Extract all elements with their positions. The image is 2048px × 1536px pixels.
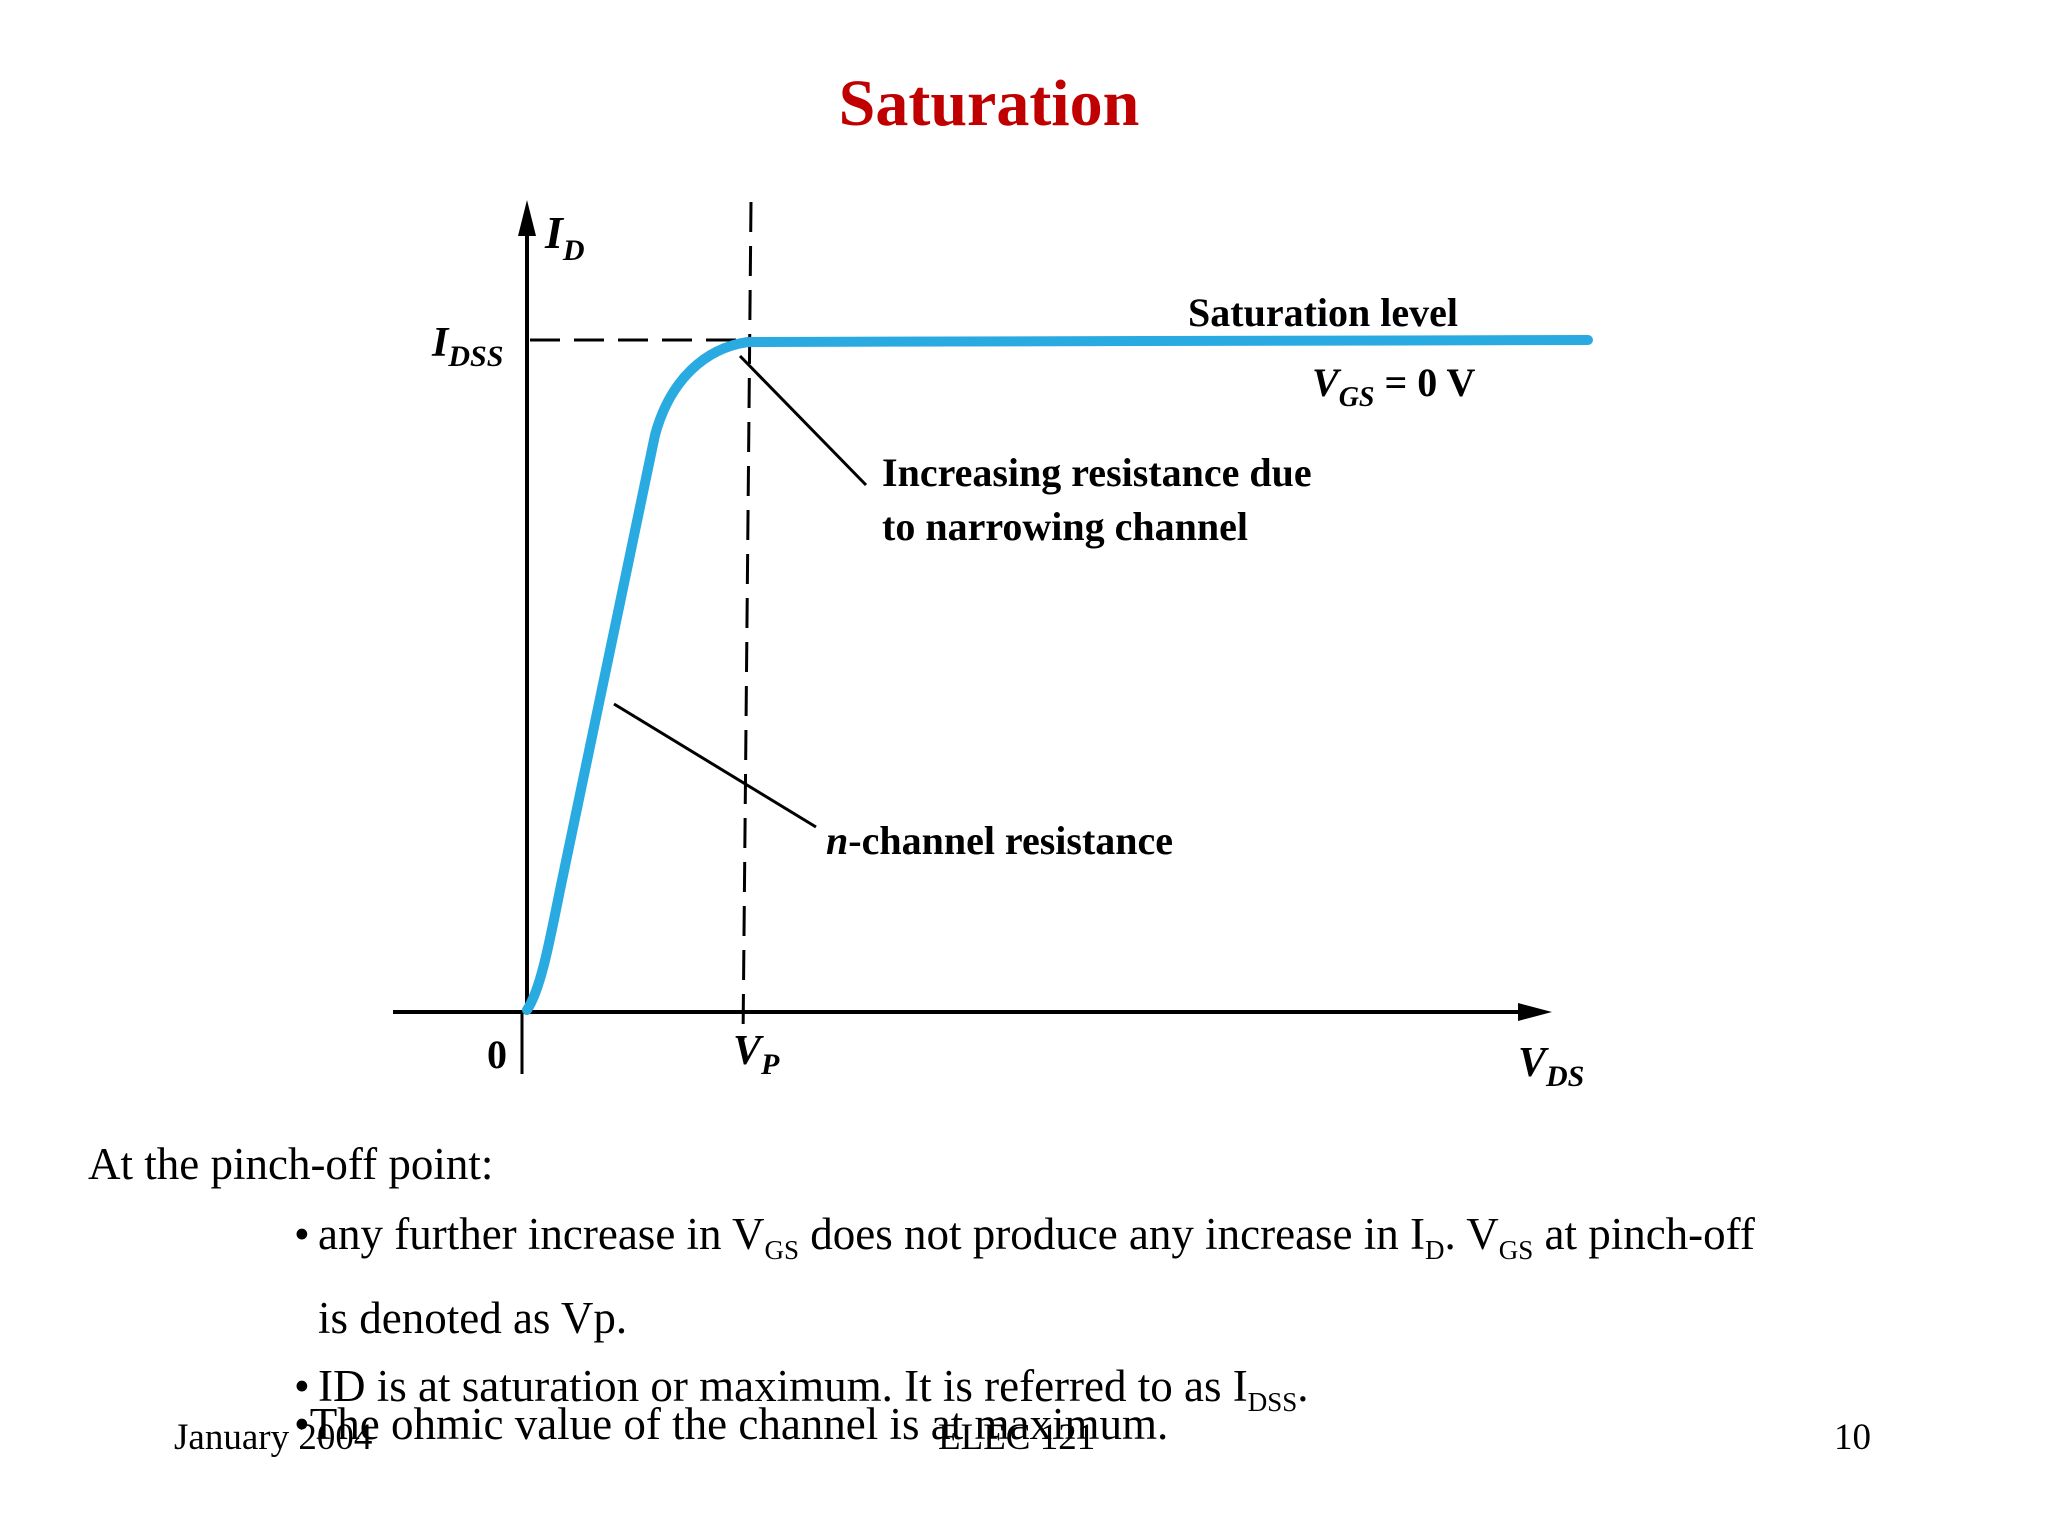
- bullet-text: at pinch-off is denoted as Vp.: [318, 1209, 1755, 1343]
- x-axis-arrowhead: [1518, 1003, 1552, 1021]
- subscript: GS: [1498, 1235, 1534, 1265]
- bullet-text: does not produce any increase in I: [799, 1209, 1426, 1259]
- saturation-level-label: Saturation level: [1188, 290, 1458, 335]
- bullet-text: . V: [1444, 1209, 1499, 1259]
- slide-title: Saturation: [838, 67, 1140, 140]
- subscript: D: [1425, 1235, 1445, 1265]
- origin-label: 0: [487, 1032, 507, 1077]
- bullet-text: .: [1297, 1361, 1309, 1411]
- bullet-marker: •: [294, 1361, 310, 1411]
- footer-page-number: 10: [1834, 1417, 1871, 1458]
- narrowing-annotation-line1: Increasing resistance due: [882, 450, 1312, 495]
- vp-dashed-line: [741, 201, 753, 1041]
- subscript: DSS: [1247, 1387, 1298, 1417]
- bullet-3: •The ohmic value of the channel is at ma…: [294, 1398, 1168, 1450]
- narrowing-leader-line: [738, 354, 868, 487]
- vp-label: VP: [733, 1028, 780, 1081]
- y-axis-arrowhead: [518, 200, 536, 236]
- bullet-3-text: The ohmic value of the channel is at max…: [309, 1399, 1169, 1449]
- vgs-label: VGS = 0 V: [1312, 360, 1476, 413]
- y-axis-label: ID: [544, 207, 585, 267]
- bullet-item: • any further increase in VGS does not pr…: [294, 1200, 1794, 1352]
- id-vds-curve: [522, 335, 1593, 1015]
- footer-date: January 2004: [174, 1417, 373, 1458]
- subscript: GS: [764, 1235, 799, 1265]
- bullet-marker: •: [294, 1209, 310, 1259]
- n-channel-annotation: n-channel resistance: [826, 818, 1173, 863]
- idss-label: IDSS: [431, 320, 503, 373]
- x-axis-label: VDS: [1518, 1040, 1584, 1093]
- bullet-item: • ID is at saturation or maximum. It is r…: [294, 1352, 1794, 1436]
- n-channel-leader-line: [613, 702, 817, 829]
- narrowing-annotation-line2: to narrowing channel: [882, 504, 1248, 549]
- bullet-text: any further increase in V: [318, 1209, 765, 1259]
- bullet-text: ID is at saturation or maximum. It is re…: [318, 1361, 1248, 1411]
- footer-course: ELEC 121: [938, 1417, 1096, 1458]
- bullet-3-marker: •: [294, 1399, 310, 1449]
- intro-text: At the pinch-off point:: [88, 1139, 494, 1189]
- bullet-list: • any further increase in VGS does not pr…: [294, 1200, 1794, 1436]
